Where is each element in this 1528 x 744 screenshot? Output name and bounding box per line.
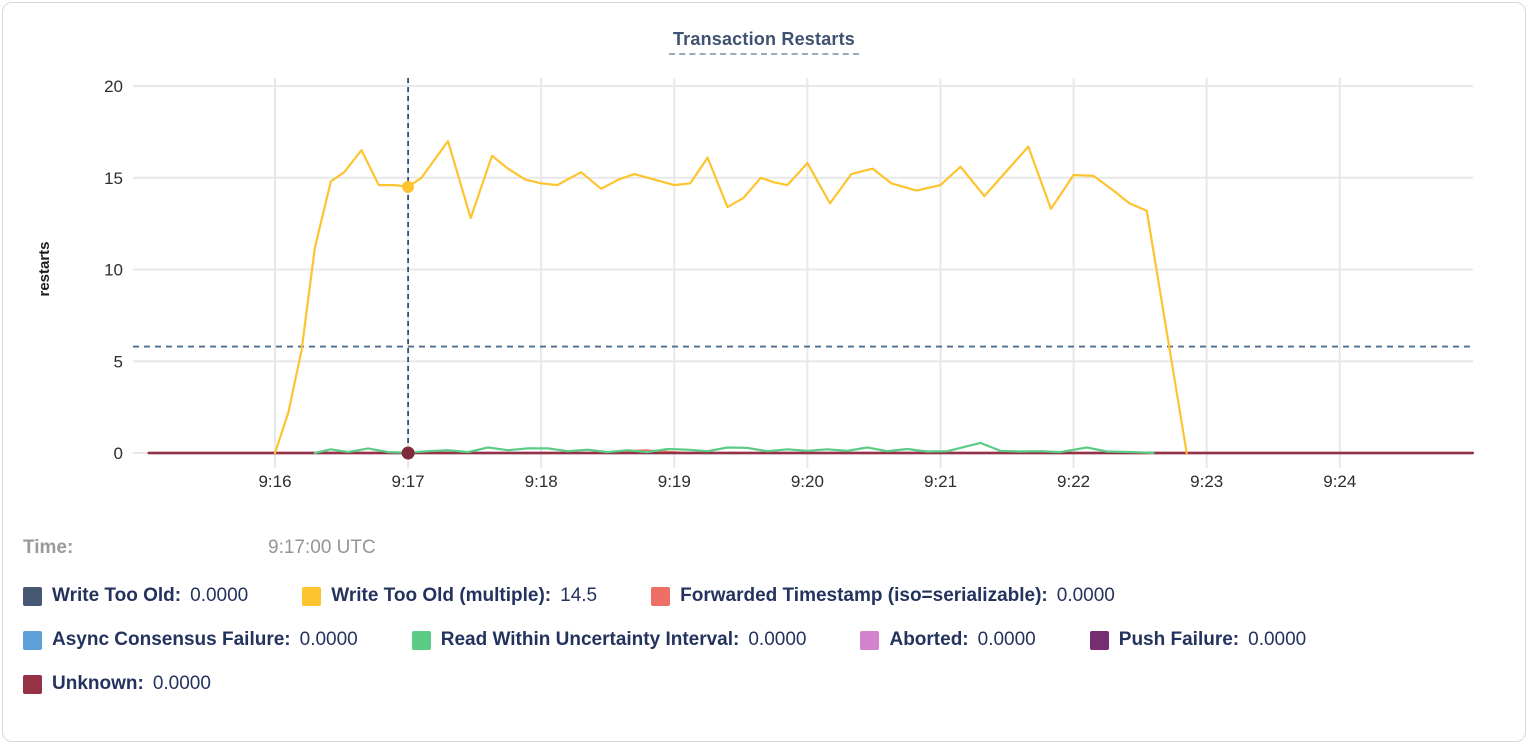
legend-swatch-write-too-old-multiple — [302, 586, 322, 606]
chart-legend: Write Too Old: 0.0000 Write Too Old (multi… — [23, 585, 1525, 695]
legend-label: Write Too Old (multiple): — [331, 585, 552, 606]
x-tick-label: 9:24 — [1323, 472, 1356, 491]
legend-label: Aborted: — [889, 629, 969, 650]
crosshair-dot-write-too-old-multiple — [402, 180, 415, 193]
x-tick-label: 9:21 — [924, 472, 957, 491]
legend-item-read-within-uncertainty-interval[interactable]: Read Within Uncertainty Interval: 0.0000 — [411, 629, 807, 651]
legend-value: 0.0000 — [152, 673, 211, 694]
legend-item-write-too-old[interactable]: Write Too Old: 0.0000 — [23, 585, 248, 607]
legend-label: Forwarded Timestamp (iso=serializable): — [680, 585, 1048, 606]
legend-item-aborted[interactable]: Aborted: 0.0000 — [860, 629, 1036, 651]
legend-value: 0.0000 — [748, 629, 807, 650]
legend-item-forwarded-timestamp-iso-serializable[interactable]: Forwarded Timestamp (iso=serializable): 0… — [651, 585, 1115, 607]
legend-item-unknown[interactable]: Unknown: 0.0000 — [23, 673, 211, 695]
y-tick-label: 20 — [104, 77, 123, 96]
legend-item-async-consensus-failure[interactable]: Async Consensus Failure: 0.0000 — [23, 629, 358, 651]
legend-value: 14.5 — [560, 585, 598, 606]
legend-swatch-unknown — [23, 674, 42, 694]
series-line-read-within-uncertainty-interval — [313, 441, 1155, 455]
time-label: Time: — [23, 537, 74, 558]
legend-swatch-read-within-uncertainty-interval — [411, 630, 431, 650]
hover-time-row: Time: 9:17:00 UTC — [23, 537, 1525, 559]
legend-row: Unknown: 0.0000 — [23, 673, 1525, 695]
legend-swatch-aborted — [860, 630, 880, 650]
legend-row: Write Too Old: 0.0000 Write Too Old (multi… — [23, 585, 1525, 607]
legend-label: Async Consensus Failure: — [52, 629, 291, 650]
legend-swatch-forwarded-timestamp-iso-serializable — [651, 586, 671, 606]
legend-item-write-too-old-multiple[interactable]: Write Too Old (multiple): 14.5 — [302, 585, 597, 607]
legend-row: Async Consensus Failure: 0.0000 Read Withi… — [23, 629, 1525, 651]
chart-title[interactable]: Transaction Restarts — [668, 29, 860, 55]
legend-label: Write Too Old: — [52, 585, 182, 606]
crosshair-dot-unknown — [401, 446, 415, 460]
x-tick-label: 9:16 — [258, 472, 291, 491]
legend-value: 0.0000 — [190, 585, 249, 606]
legend-value: 0.0000 — [977, 629, 1036, 650]
y-tick-label: 15 — [104, 169, 123, 188]
x-tick-label: 9:20 — [791, 472, 824, 491]
legend-label: Unknown: — [52, 673, 144, 694]
y-tick-label: 0 — [114, 444, 123, 463]
legend-item-push-failure[interactable]: Push Failure: 0.0000 — [1089, 629, 1307, 651]
y-axis-title: restarts — [36, 241, 53, 296]
legend-label: Read Within Uncertainty Interval: — [440, 629, 740, 650]
legend-value: 0.0000 — [1248, 629, 1307, 650]
transaction-restarts-chart[interactable]: 0 5 10 15 20 9:16 9:17 9:18 9:19 9:20 9:21 9:22 9:23… — [3, 63, 1526, 513]
legend-label: Push Failure: — [1118, 629, 1240, 650]
chart-title-wrap: Transaction Restarts — [3, 29, 1525, 55]
x-tick-label: 9:19 — [658, 472, 691, 491]
time-value: 9:17:00 UTC — [268, 537, 376, 558]
x-tick-label: 9:23 — [1190, 472, 1223, 491]
y-tick-label: 5 — [114, 352, 123, 371]
legend-swatch-write-too-old — [23, 586, 42, 606]
x-tick-label: 9:17 — [392, 472, 425, 491]
legend-value: 0.0000 — [1056, 585, 1115, 606]
y-tick-label: 10 — [104, 261, 123, 280]
x-tick-label: 9:22 — [1057, 472, 1090, 491]
legend-swatch-async-consensus-failure — [23, 630, 42, 650]
x-tick-label: 9:18 — [525, 472, 558, 491]
legend-swatch-push-failure — [1089, 630, 1109, 650]
series-line-write-too-old-multiple — [273, 140, 1188, 455]
legend-value: 0.0000 — [299, 629, 358, 650]
